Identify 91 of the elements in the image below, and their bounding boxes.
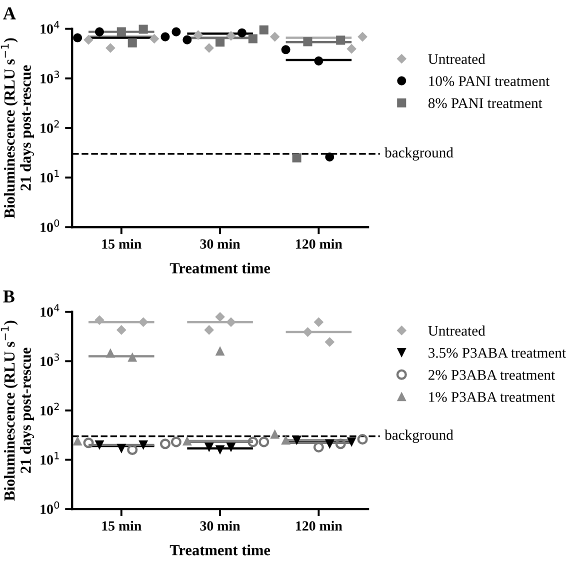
- point: [172, 27, 181, 36]
- point: [303, 37, 312, 46]
- x-axis-title: Treatment time: [170, 262, 270, 274]
- point: [106, 43, 116, 53]
- point: [116, 325, 126, 335]
- point: [216, 38, 225, 47]
- point: [357, 434, 368, 445]
- point: [204, 442, 214, 452]
- chart-title: B: [3, 290, 14, 302]
- legend-label: 8% PANI treatment: [428, 98, 542, 108]
- point: [313, 442, 324, 452]
- point: [94, 440, 104, 450]
- y-tick-label: 10$^{0}$: [40, 501, 60, 514]
- y-tick-label: 10$^{4}$: [40, 304, 60, 317]
- point: [73, 436, 82, 446]
- x-tick-label: 15 min: [102, 238, 142, 249]
- point: [73, 33, 82, 42]
- point: [204, 43, 214, 53]
- point: [193, 30, 203, 40]
- point: [182, 35, 192, 44]
- point: [248, 34, 258, 44]
- point: [160, 32, 170, 42]
- ref-line-label: background: [384, 147, 454, 161]
- point: [226, 442, 236, 452]
- point: [292, 436, 302, 445]
- point: [128, 352, 137, 362]
- point: [237, 28, 246, 38]
- y-tick-label: 10$^{3}$: [40, 70, 60, 84]
- ref-line-label: background: [384, 430, 454, 443]
- point: [336, 36, 346, 45]
- y-tick-label: 10$^{1}$: [40, 170, 59, 182]
- point: [94, 315, 104, 325]
- point: [270, 32, 280, 42]
- point: [94, 27, 104, 36]
- point: [138, 24, 148, 34]
- y-tick-label: 10$^{3}$: [40, 353, 60, 366]
- point: [138, 317, 148, 327]
- point: [324, 337, 334, 347]
- point: [325, 152, 334, 162]
- point: [216, 445, 225, 454]
- y-tick-label: 10$^{4}$: [40, 21, 60, 34]
- chart-title: A: [3, 7, 16, 20]
- x-tick-label: 120 min: [296, 238, 342, 249]
- point: [302, 327, 312, 337]
- legend-label: 2% P3ABA treatment: [428, 370, 555, 380]
- point: [314, 317, 324, 327]
- point: [281, 436, 290, 445]
- legend-label: Untreated: [428, 325, 486, 336]
- point: [138, 440, 148, 450]
- x-tick-label: 120 min: [296, 520, 342, 531]
- point: [259, 25, 268, 34]
- point: [128, 38, 137, 48]
- point: [204, 325, 214, 335]
- point: [106, 348, 115, 358]
- text: Bioluminescence (RLU s$^{−1}$) 21 days post-rescue: [0, 38, 34, 218]
- point: [83, 438, 94, 448]
- point: [226, 317, 236, 327]
- point: [258, 436, 270, 448]
- y-tick-label: 10$^{2}$: [40, 402, 59, 416]
- point: [325, 439, 334, 448]
- legend-label: 3.5% P3ABA treatment: [428, 348, 566, 358]
- x-tick-label: 30 min: [200, 238, 240, 249]
- point: [358, 32, 368, 42]
- y-tick-label: 10$^{1}$: [40, 452, 59, 465]
- point: [170, 436, 182, 448]
- point: [116, 444, 126, 453]
- point: [248, 436, 258, 448]
- point: [160, 438, 171, 450]
- point: [270, 430, 280, 439]
- y-tick-label: 10$^{2}$: [40, 120, 59, 133]
- legend-label: 1% P3ABA treatment: [429, 392, 555, 402]
- point: [182, 436, 192, 446]
- point: [346, 44, 356, 54]
- legend-label: Untreated: [428, 54, 486, 64]
- text: Bioluminescence (RLU s$^{−1}$) 21 days post-rescue: [0, 320, 34, 501]
- point: [226, 31, 236, 41]
- point: [292, 153, 302, 162]
- legend-label: 10% PANI treatment: [429, 76, 550, 86]
- x-tick-label: 15 min: [102, 520, 142, 531]
- point: [281, 45, 290, 54]
- point: [84, 35, 94, 45]
- point: [314, 56, 324, 66]
- point: [150, 34, 160, 44]
- point: [116, 27, 126, 36]
- point: [347, 437, 356, 446]
- x-axis-title: Treatment time: [170, 544, 270, 556]
- point: [335, 438, 346, 450]
- y-tick-label: 10$^{0}$: [40, 219, 60, 232]
- point: [215, 312, 225, 322]
- x-tick-label: 30 min: [200, 520, 240, 531]
- point: [216, 346, 225, 356]
